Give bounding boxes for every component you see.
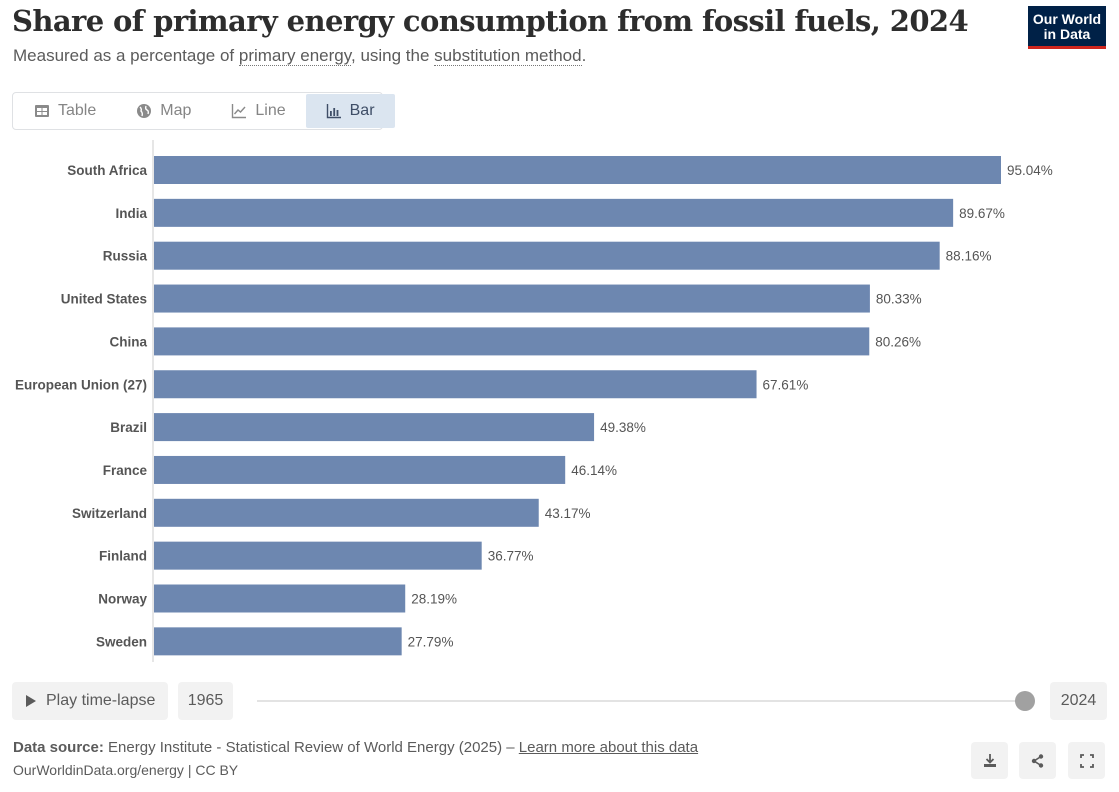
- timeline-controls: Play time-lapse 1965 2024: [12, 682, 1107, 720]
- value-label: 43.17%: [545, 506, 591, 521]
- category-label: Switzerland: [72, 506, 147, 521]
- tab-bar[interactable]: Bar: [305, 94, 395, 128]
- tab-table[interactable]: Table: [14, 94, 116, 128]
- logo-line: Our World: [1032, 11, 1102, 27]
- bar-row[interactable]: Sweden 27.79%: [96, 627, 454, 656]
- play-label: Play time-lapse: [46, 692, 156, 709]
- bar-row[interactable]: European Union (27) 67.61%: [15, 370, 809, 399]
- bar[interactable]: [154, 327, 870, 356]
- category-label: Russia: [103, 249, 148, 264]
- bar[interactable]: [154, 541, 482, 570]
- value-label: 36.77%: [488, 549, 534, 564]
- bar[interactable]: [154, 156, 1001, 184]
- fullscreen-button[interactable]: [1068, 742, 1105, 779]
- category-label: France: [103, 463, 148, 478]
- start-year-button[interactable]: 1965: [178, 682, 233, 720]
- bar-row[interactable]: Russia 88.16%: [103, 241, 992, 270]
- play-timelapse-button[interactable]: Play time-lapse: [12, 682, 168, 720]
- category-label: Norway: [98, 592, 147, 607]
- owid-logo[interactable]: Our World in Data: [1028, 6, 1106, 49]
- download-button[interactable]: [971, 742, 1008, 779]
- category-label: European Union (27): [15, 377, 147, 392]
- source-label: Data source:: [13, 739, 104, 756]
- category-label: Finland: [99, 549, 147, 564]
- tab-line[interactable]: Line: [211, 94, 305, 128]
- download-icon: [983, 753, 996, 767]
- bar-chart-icon: [326, 104, 341, 119]
- bar-chart: South Africa 95.04% India 89.67% Russia 88.16…: [15, 140, 1053, 662]
- category-label: Sweden: [96, 634, 147, 649]
- category-label: Brazil: [110, 420, 147, 435]
- logo-line: in Data: [1043, 26, 1091, 42]
- source-text: Energy Institute - Statistical Review of…: [103, 739, 519, 756]
- chart-title: Share of primary energy consumption from…: [12, 4, 969, 38]
- category-label: South Africa: [67, 163, 147, 178]
- bar-row[interactable]: Finland 36.77%: [99, 541, 534, 570]
- value-label: 80.33%: [876, 292, 922, 307]
- bar-row[interactable]: Switzerland 43.17%: [72, 498, 591, 527]
- end-year-button[interactable]: 2024: [1050, 682, 1107, 720]
- bar-row[interactable]: United States 80.33%: [61, 284, 922, 313]
- value-label: 49.38%: [600, 420, 646, 435]
- value-label: 27.79%: [408, 634, 454, 649]
- chart-type-tabs: Table Map Line Bar: [12, 92, 395, 130]
- tab-label: Bar: [349, 102, 375, 119]
- bar[interactable]: [154, 370, 757, 399]
- value-label: 88.16%: [946, 249, 992, 264]
- bar[interactable]: [154, 627, 402, 656]
- line-chart-icon: [232, 104, 247, 119]
- subtitle-text: .: [581, 46, 587, 65]
- site-license[interactable]: OurWorldinData.org/energy | CC BY: [13, 762, 239, 778]
- bar[interactable]: [154, 198, 954, 227]
- value-label: 95.04%: [1007, 163, 1053, 178]
- tab-label: Line: [255, 102, 286, 119]
- bar[interactable]: [154, 284, 870, 313]
- play-icon: [26, 695, 36, 707]
- timeline-slider-track[interactable]: [257, 700, 1025, 702]
- bar[interactable]: [154, 455, 566, 484]
- substitution-method-link[interactable]: substitution method: [434, 46, 582, 66]
- table-icon: [35, 105, 49, 117]
- primary-energy-link[interactable]: primary energy: [238, 46, 351, 66]
- value-label: 46.14%: [571, 463, 617, 478]
- tab-label: Table: [58, 102, 97, 119]
- timeline-slider-handle[interactable]: [1015, 691, 1035, 711]
- tab-map[interactable]: Map: [116, 94, 211, 128]
- fullscreen-icon: [1079, 753, 1094, 768]
- share-button[interactable]: [1019, 742, 1056, 779]
- globe-icon: [137, 104, 152, 118]
- bar[interactable]: [154, 413, 595, 442]
- category-label: China: [109, 334, 147, 349]
- bar-row[interactable]: South Africa 95.04%: [67, 156, 1053, 184]
- bar[interactable]: [154, 241, 940, 270]
- value-label: 89.67%: [959, 206, 1005, 221]
- subtitle-text: , using the: [351, 46, 435, 65]
- category-label: United States: [61, 292, 147, 307]
- learn-more-link[interactable]: Learn more about this data: [518, 739, 699, 756]
- bar-row[interactable]: India 89.67%: [115, 198, 1005, 227]
- chart-subtitle: Measured as a percentage of primary ener…: [13, 46, 586, 66]
- bar[interactable]: [154, 584, 406, 613]
- value-label: 67.61%: [763, 377, 809, 392]
- category-label: India: [115, 206, 147, 221]
- bar-row[interactable]: Brazil 49.38%: [110, 413, 646, 442]
- bar-row[interactable]: China 80.26%: [109, 327, 921, 356]
- bar-row[interactable]: France 46.14%: [103, 455, 617, 484]
- bar[interactable]: [154, 498, 539, 527]
- value-label: 28.19%: [411, 592, 457, 607]
- subtitle-text: Measured as a percentage of: [13, 46, 239, 65]
- data-source: Data source: Energy Institute - Statisti…: [13, 739, 698, 756]
- tab-label: Map: [160, 102, 192, 119]
- share-icon: [1031, 753, 1043, 768]
- value-label: 80.26%: [875, 334, 921, 349]
- bar-row[interactable]: Norway 28.19%: [98, 584, 457, 613]
